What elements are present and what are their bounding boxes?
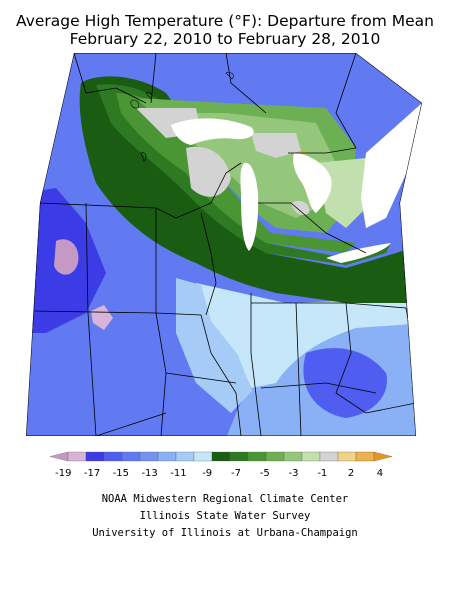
legend-tick-label: -5: [260, 468, 270, 479]
zone-record-cold-1: [54, 239, 79, 275]
legend-bin: [193, 451, 213, 462]
legend-tick-label: 4: [377, 468, 383, 479]
lake-huron: [293, 153, 332, 213]
legend-tick-label: -1: [317, 468, 327, 479]
legend-bin: [301, 451, 321, 462]
legend-bin: [283, 451, 303, 462]
lake-erie: [326, 243, 391, 263]
zone-near-normal-grey-4: [291, 201, 310, 215]
zone-very-light-blue: [196, 283, 422, 388]
lake-outlines: [130, 72, 234, 162]
state-boundaries: [33, 53, 417, 436]
color-legend: -19 -17 -15 -13 -11 -9 -7 -5 -3 -1 2 4: [49, 451, 393, 479]
zone-sky-blue: [176, 278, 252, 413]
legend-bin: [229, 451, 249, 462]
lake-michigan: [240, 162, 259, 251]
zone-record-cold-2: [91, 305, 113, 330]
zone-deep-blue-south: [303, 348, 387, 418]
legend-bin: [139, 451, 159, 462]
zone-near-normal-grey-2: [186, 146, 231, 197]
legend-tick-label: -11: [170, 468, 186, 479]
legend-tick-label: -9: [202, 468, 212, 479]
credit-agency: NOAA Midwestern Regional Climate Center: [101, 493, 349, 505]
credit-survey: Illinois State Water Survey: [139, 510, 311, 522]
legend-bin: [337, 451, 357, 462]
legend-bin: [157, 451, 177, 462]
legend-tick-label: 2: [348, 468, 354, 479]
zone-near-normal-grey-3: [251, 133, 301, 158]
legend-tick-label: -15: [113, 468, 129, 479]
legend-bin: [85, 451, 105, 462]
legend-bin: [355, 451, 375, 462]
map-date-range: February 22, 2010 to February 28, 2010: [69, 30, 381, 48]
lake-superior: [171, 118, 254, 145]
legend-tick-label: -7: [231, 468, 241, 479]
temperature-field: [26, 53, 422, 436]
legend-tick-label: -17: [84, 468, 100, 479]
legend-bin: [49, 451, 69, 462]
legend-bin: [211, 451, 231, 462]
legend-bin: [175, 451, 195, 462]
credit-university: University of Illinois at Urbana-Champai…: [92, 527, 358, 539]
legend-bin: [247, 451, 267, 462]
temperature-departure-map: [26, 53, 426, 439]
legend-bin: [103, 451, 123, 462]
legend-bin: [319, 451, 339, 462]
legend-bin: [373, 451, 393, 462]
canada-water-east: [361, 103, 422, 228]
legend-tick-label: -3: [289, 468, 299, 479]
legend-tick-label: -13: [141, 468, 157, 479]
map-title: Average High Temperature (°F): Departure…: [16, 12, 434, 30]
legend-bin: [67, 451, 87, 462]
legend-tick-label: -19: [55, 468, 71, 479]
legend-bin: [121, 451, 141, 462]
legend-bin: [265, 451, 285, 462]
